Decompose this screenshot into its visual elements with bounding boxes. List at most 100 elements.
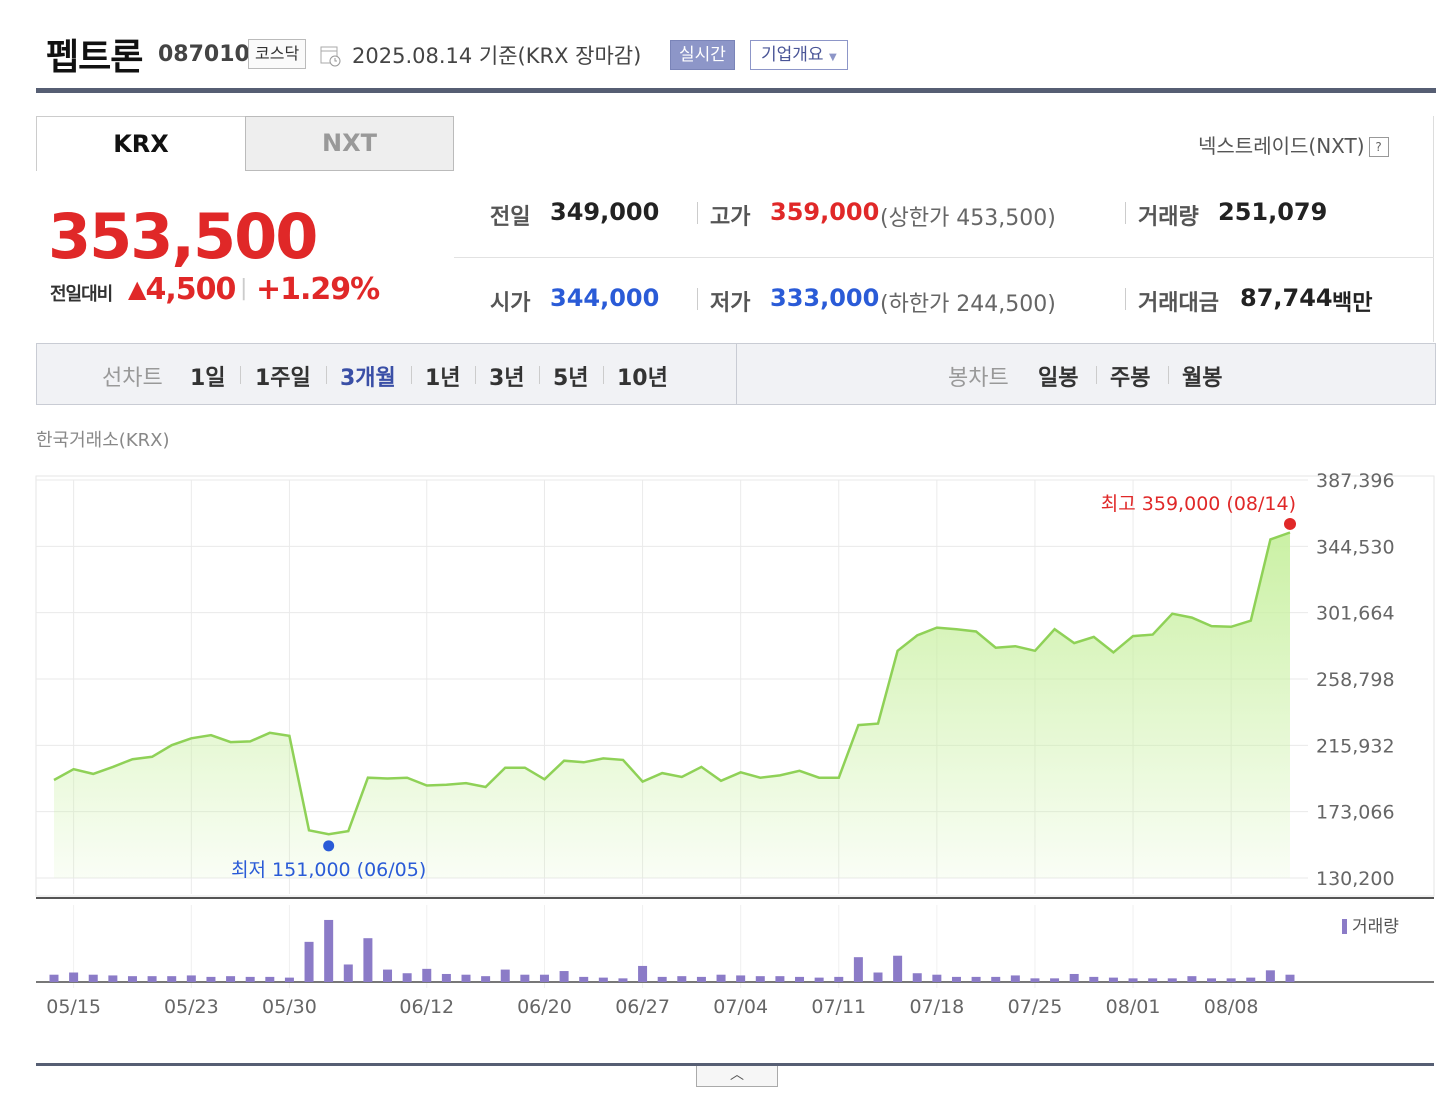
period-3m[interactable]: 3개월 [340,366,396,391]
volume-bar [461,974,471,982]
volume-bar [539,974,549,982]
volume-bar [147,976,157,982]
max-point-marker [1284,517,1296,530]
volume-bar [579,976,589,982]
volume-bar [265,976,275,982]
period-separator [1096,366,1097,384]
volume-legend: 거래량 [1342,912,1399,937]
y-tick-label: 215,932 [1316,735,1395,757]
high-label: 고가 [710,205,751,230]
exchange-label: 한국거래소(KRX) [36,430,170,451]
volume-bar [1050,978,1060,982]
line-chart-label: 선차트 [102,366,163,391]
period-bar-divider [736,343,737,405]
x-tick-label: 05/30 [262,996,317,1018]
volume-bar [1246,977,1256,982]
period-separator [326,366,327,384]
period-3y[interactable]: 3년 [489,366,525,391]
change-separator: | [240,276,248,301]
period-5y[interactable]: 5년 [553,366,589,391]
candle-daily[interactable]: 일봉 [1038,366,1079,391]
company-name: 펩트론 [46,37,143,78]
x-tick-label: 06/20 [517,996,572,1018]
company-overview-label: 기업개요 [761,45,824,65]
volume-value: 251,079 [1218,198,1328,226]
volume-bar [932,974,942,982]
volume-bar [1285,974,1295,982]
tab-nxt[interactable]: NXT [245,116,454,171]
volume-bar [598,977,608,982]
volume-bar [1128,978,1138,982]
change-amount: 4,500 [145,272,236,307]
period-1d[interactable]: 1일 [190,366,226,391]
price-line [53,531,1291,836]
volume-bar [402,973,412,982]
help-icon[interactable]: ? [1368,137,1389,157]
candle-weekly[interactable]: 주봉 [1110,366,1151,391]
stat-divider [454,257,1434,258]
volume-bar [559,971,569,982]
y-tick-label: 387,396 [1316,470,1395,492]
volume-legend-label: 거래량 [1352,917,1399,937]
x-tick-label: 07/04 [713,996,768,1018]
change-label: 전일대비 [50,284,113,305]
volume-bar [245,976,255,982]
period-separator [411,366,412,384]
volume-bar [284,977,294,982]
volume-bar [1069,973,1079,982]
stat-separator [697,202,698,224]
period-separator [539,366,540,384]
period-1y[interactable]: 1년 [425,366,461,391]
volume-bar [422,968,432,982]
low-label: 저가 [710,291,751,316]
x-tick-label: 06/12 [399,996,454,1018]
low-value: 333,000 [770,284,880,312]
volume-bar [775,976,785,982]
volume-bar [1265,970,1275,982]
period-10y[interactable]: 10년 [617,366,668,391]
open-label: 시가 [490,291,531,316]
upper-limit: (상한가 453,500) [880,206,1056,231]
x-tick-label: 07/18 [909,996,964,1018]
volume-bar [912,973,922,982]
volume-bar [1010,975,1020,982]
price-area [54,532,1290,878]
period-separator [1168,366,1169,384]
tab-krx[interactable]: KRX [36,116,246,171]
volume-bar [971,976,981,982]
volume-bar [206,976,216,982]
volume-bar [324,919,334,982]
chevron-up-icon: ︿ [730,1067,744,1083]
period-separator [240,366,241,384]
volume-bar [186,975,196,982]
volume-bar [834,976,844,982]
market-badge: 코스닥 [248,39,307,69]
volume-bar [716,974,726,982]
open-value: 344,000 [550,284,660,312]
volume-bar [638,965,648,982]
period-separator [475,366,476,384]
volume-bar [167,976,177,982]
volume-bar [1207,978,1217,982]
panel-border [1433,116,1434,342]
candle-monthly[interactable]: 월봉 [1182,366,1223,391]
volume-bar [696,976,706,982]
volume-bar [69,972,79,982]
dropdown-arrow-icon: ▼ [828,52,837,63]
min-point-marker [323,840,335,852]
base-date: 2025.08.14 기준(KRX 장마감) [352,44,642,68]
current-price: 353,500 [48,200,318,273]
y-tick-label: 258,798 [1316,669,1395,691]
volume-bar [383,969,393,982]
realtime-button[interactable]: 실시간 [670,40,735,70]
y-tick-label: 344,530 [1316,536,1395,558]
volume-bar [814,977,824,982]
collapse-button[interactable]: ︿ [696,1066,778,1087]
company-overview-button[interactable]: 기업개요 ▼ [750,40,848,70]
period-1w[interactable]: 1주일 [255,366,311,391]
min-annotation: 최저 151,000 (06/05) [231,859,426,881]
nxt-help[interactable]: 넥스트레이드(NXT)? [1198,130,1389,159]
x-tick-label: 08/01 [1106,996,1161,1018]
volume-bar [991,976,1001,982]
